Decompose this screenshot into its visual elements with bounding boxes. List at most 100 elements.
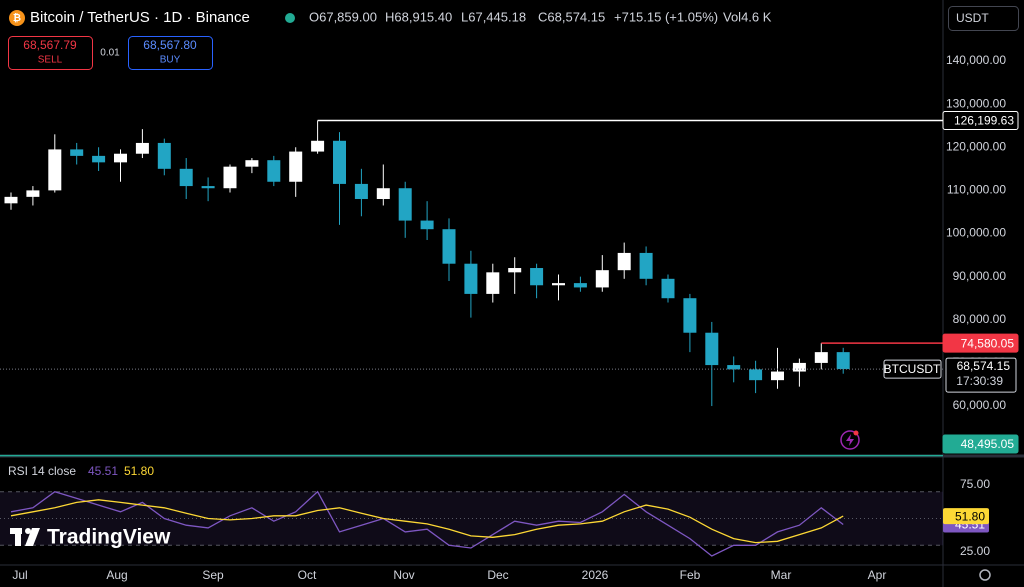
x-tick-label: Nov <box>393 568 414 582</box>
symbol-title[interactable]: Bitcoin / TetherUS · 1D · Binance <box>30 9 250 26</box>
x-tick-label: Aug <box>106 568 127 582</box>
buy-label: BUY <box>160 55 181 66</box>
logo-mark <box>25 528 31 534</box>
logo-mark <box>15 528 21 546</box>
candle-body <box>354 183 368 200</box>
candle-body <box>771 371 784 381</box>
rsi-value: 45.51 <box>88 464 118 478</box>
x-tick-label: 2026 <box>582 568 609 582</box>
candle-body <box>376 188 390 200</box>
candle-body <box>92 155 106 163</box>
candle-body <box>552 283 565 286</box>
candle-body <box>727 365 741 370</box>
candle-body <box>530 268 544 286</box>
sell-button[interactable] <box>8 36 93 70</box>
candle-body <box>333 140 346 184</box>
y-tick-label: 60,000.00 <box>953 398 1007 412</box>
candle-body <box>639 252 653 279</box>
x-tick-label: Apr <box>868 568 887 582</box>
x-tick-label: Oct <box>298 568 317 582</box>
ohlc-change: +715.15 (+1.05%) <box>614 9 718 24</box>
buy-price: 68,567.80 <box>143 38 197 52</box>
rsi-value-tag <box>943 508 989 525</box>
candle-body <box>749 369 763 381</box>
x-tick-label: Mar <box>771 568 792 582</box>
last-price-tag <box>945 357 1017 393</box>
ohlc-open: O67,859.00 <box>309 9 377 24</box>
sell-price: 68,567.79 <box>23 38 77 52</box>
ohlc-close: C68,574.15 <box>538 9 605 24</box>
candle-body <box>792 362 806 372</box>
candle-body <box>573 283 587 288</box>
candle-body <box>595 270 609 288</box>
price-line-label: 48,495.05 <box>961 437 1015 451</box>
candle-body <box>661 278 675 299</box>
buy-button[interactable] <box>128 36 213 70</box>
ohlc-low: L67,445.18 <box>461 9 526 24</box>
alert-icon-glyph <box>846 434 854 446</box>
settings-icon[interactable] <box>979 569 991 581</box>
candle-body <box>48 149 62 191</box>
candle-body <box>267 160 281 182</box>
rsi-title: RSI 14 close <box>8 464 76 478</box>
candle-body <box>486 272 500 294</box>
x-tick-label: Jul <box>12 568 27 582</box>
brand-name: TradingView <box>47 526 171 549</box>
candle-body <box>617 252 631 271</box>
candle-body <box>4 196 18 204</box>
candle-body <box>70 149 84 156</box>
coin-icon-glyph: ₿ <box>13 12 21 24</box>
candle-body <box>157 142 171 169</box>
price-line-label: 74,580.05 <box>961 336 1015 350</box>
candle-body <box>398 188 412 221</box>
y-tick-label: 90,000.00 <box>953 269 1007 283</box>
y-tick-label: 140,000.00 <box>946 53 1006 67</box>
currency-selector[interactable] <box>948 6 1019 31</box>
y-tick-label: 110,000.00 <box>947 183 1006 197</box>
x-tick-label: Dec <box>487 568 508 582</box>
candle-body <box>201 186 215 189</box>
x-tick-label: Sep <box>202 568 224 582</box>
candle-body <box>114 153 127 163</box>
candle-body <box>289 151 303 182</box>
sell-label: SELL <box>38 55 63 66</box>
candle-body <box>223 166 237 189</box>
candle-body <box>442 229 456 264</box>
y-tick-label: 120,000.00 <box>946 139 1006 153</box>
candle-body <box>508 268 522 273</box>
candle-body <box>135 142 149 154</box>
candle-body <box>179 168 193 187</box>
coin-icon <box>9 10 25 26</box>
candle-body <box>464 263 478 294</box>
volume: Vol4.6 K <box>723 9 772 24</box>
market-status <box>285 13 295 23</box>
rsi-tick-label: 75.00 <box>960 477 990 491</box>
candle-body <box>245 160 259 167</box>
price-line-tag <box>942 333 1019 353</box>
currency-label: USDT <box>956 11 989 25</box>
brand-logo <box>10 528 40 546</box>
candle-body <box>420 220 434 230</box>
rsi-line <box>10 490 844 557</box>
spread: 0.01 <box>100 48 120 59</box>
symbol-tag: BTCUSDT <box>884 362 941 376</box>
alert-badge <box>853 430 859 436</box>
candle-body <box>683 298 697 333</box>
candle-body <box>836 352 850 370</box>
alert-icon[interactable] <box>840 430 860 450</box>
symbol-tag-box <box>883 359 942 379</box>
rsi-line <box>10 499 844 544</box>
y-tick-label: 130,000.00 <box>946 96 1006 110</box>
logo-mark <box>25 528 40 546</box>
countdown: 17:30:39 <box>956 374 1003 388</box>
candle-body <box>26 190 40 197</box>
price-line-label: 126,199.63 <box>954 114 1014 128</box>
last-price-label: 68,574.15 <box>957 359 1011 373</box>
rsi-tick-label: 25.00 <box>960 544 990 558</box>
candle-body <box>705 332 719 366</box>
price-line-tag <box>942 111 1019 131</box>
price-line-tag <box>942 434 1019 454</box>
candle-body <box>814 352 828 363</box>
